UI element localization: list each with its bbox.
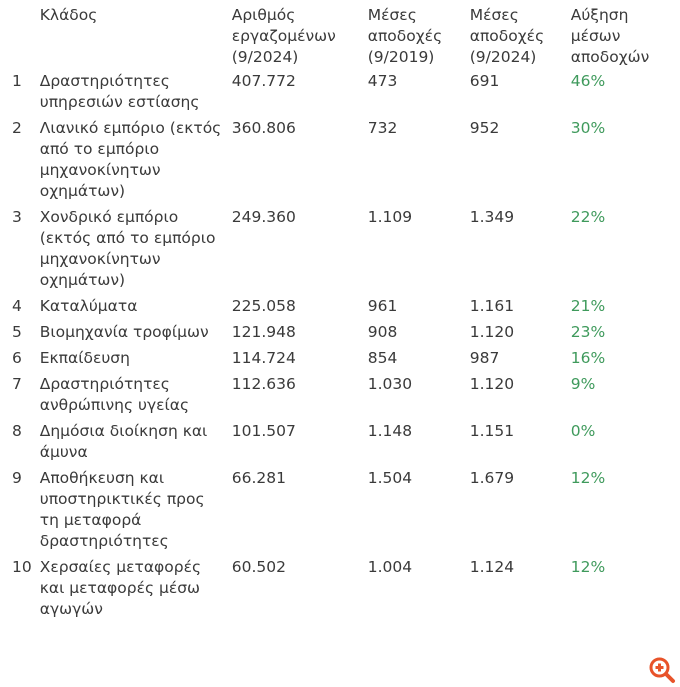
- pay-2024: 1.124: [469, 558, 515, 576]
- table-row: 4 Καταλύματα 225.058 961 1.161 21%: [8, 296, 675, 322]
- sector-pay-table: Κλάδος Αριθμός εργαζομένων (9/2024) Μέσε…: [8, 5, 675, 625]
- pay-growth: 23%: [570, 323, 606, 341]
- employees-count: 121.948: [231, 323, 296, 341]
- pay-growth: 0%: [570, 422, 596, 440]
- table-row: 10 Χερσαίες μεταφορές και μεταφορές μέσω …: [8, 557, 675, 625]
- employees-count: 60.502: [231, 558, 286, 576]
- header-sector: Κλάδος: [39, 6, 98, 24]
- pay-growth: 9%: [570, 375, 596, 393]
- table-row: 2 Λιανικό εμπόριο (εκτός από το εμπόριο μ…: [8, 118, 675, 207]
- row-index: 6: [12, 349, 22, 367]
- row-index: 8: [12, 422, 22, 440]
- pay-2019: 961: [367, 297, 398, 315]
- pay-2024: 1.679: [469, 469, 515, 487]
- pay-growth: 46%: [570, 72, 606, 90]
- pay-growth: 16%: [570, 349, 606, 367]
- row-index: 9: [12, 469, 22, 487]
- employees-count: 114.724: [231, 349, 296, 367]
- pay-growth: 12%: [570, 558, 606, 576]
- pay-2019: 1.109: [367, 208, 413, 226]
- row-index: 7: [12, 375, 22, 393]
- sector-name: Βιομηχανία τροφίμων: [39, 323, 209, 341]
- row-index: 1: [12, 72, 22, 90]
- pay-2019: 1.004: [367, 558, 413, 576]
- employees-count: 360.806: [231, 119, 296, 137]
- pay-growth: 30%: [570, 119, 606, 137]
- table-row: 5 Βιομηχανία τροφίμων 121.948 908 1.120 23%: [8, 322, 675, 348]
- sector-name: Δραστηριότητες υπηρεσιών εστίασης: [39, 72, 200, 111]
- header-pay-2019: Μέσες αποδοχές (9/2019): [367, 6, 443, 66]
- zoom-in-icon[interactable]: [648, 656, 676, 684]
- pay-2019: 1.030: [367, 375, 413, 393]
- employees-count: 407.772: [231, 72, 296, 90]
- employees-count: 101.507: [231, 422, 296, 440]
- sector-name: Λιανικό εμπόριο (εκτός από το εμπόριο μη…: [39, 119, 222, 200]
- table-row: 7 Δραστηριότητες ανθρώπινης υγείας 112.636…: [8, 374, 675, 421]
- employees-count: 112.636: [231, 375, 296, 393]
- row-index: 5: [12, 323, 22, 341]
- employees-count: 249.360: [231, 208, 296, 226]
- sector-name: Δραστηριότητες ανθρώπινης υγείας: [39, 375, 190, 414]
- pay-growth: 21%: [570, 297, 606, 315]
- pay-2024: 1.120: [469, 323, 515, 341]
- sector-name: Χερσαίες μεταφορές και μεταφορές μέσω αγ…: [39, 558, 202, 618]
- pay-2019: 473: [367, 72, 398, 90]
- pay-growth: 22%: [570, 208, 606, 226]
- table-header-row: Κλάδος Αριθμός εργαζομένων (9/2024) Μέσε…: [8, 5, 675, 71]
- sector-name: Δημόσια διοίκηση και άμυνα: [39, 422, 208, 461]
- pay-growth: 12%: [570, 469, 606, 487]
- pay-2024: 1.161: [469, 297, 515, 315]
- table-row: 6 Εκπαίδευση 114.724 854 987 16%: [8, 348, 675, 374]
- row-index: 4: [12, 297, 22, 315]
- header-index: [8, 5, 36, 71]
- pay-2019: 732: [367, 119, 398, 137]
- row-index: 3: [12, 208, 22, 226]
- header-pay-2024: Μέσες αποδοχές (9/2024): [469, 6, 545, 66]
- header-growth: Αύξηση μέσων αποδοχών: [570, 6, 650, 66]
- table-row: 8 Δημόσια διοίκηση και άμυνα 101.507 1.148 1…: [8, 421, 675, 468]
- table-row: 9 Αποθήκευση και υποστηρικτικές προς τη μ…: [8, 468, 675, 557]
- sector-name: Καταλύματα: [39, 297, 138, 315]
- row-index: 2: [12, 119, 22, 137]
- pay-2024: 1.120: [469, 375, 515, 393]
- sector-name: Χονδρικό εμπόριο (εκτός από το εμπόριο μ…: [39, 208, 216, 289]
- pay-2019: 908: [367, 323, 398, 341]
- table-row: 3 Χονδρικό εμπόριο (εκτός από το εμπόριο …: [8, 207, 675, 296]
- pay-2024: 1.349: [469, 208, 515, 226]
- pay-2024: 691: [469, 72, 500, 90]
- employees-count: 225.058: [231, 297, 296, 315]
- employees-count: 66.281: [231, 469, 286, 487]
- table-row: 1 Δραστηριότητες υπηρεσιών εστίασης 407.77…: [8, 71, 675, 118]
- pay-2024: 1.151: [469, 422, 515, 440]
- pay-2024: 987: [469, 349, 500, 367]
- sector-name: Αποθήκευση και υποστηρικτικές προς τη με…: [39, 469, 205, 550]
- header-employees: Αριθμός εργαζομένων (9/2024): [231, 6, 336, 66]
- pay-2019: 854: [367, 349, 398, 367]
- sector-name: Εκπαίδευση: [39, 349, 130, 367]
- pay-2024: 952: [469, 119, 500, 137]
- pay-2019: 1.504: [367, 469, 413, 487]
- pay-2019: 1.148: [367, 422, 413, 440]
- row-index: 10: [12, 558, 32, 576]
